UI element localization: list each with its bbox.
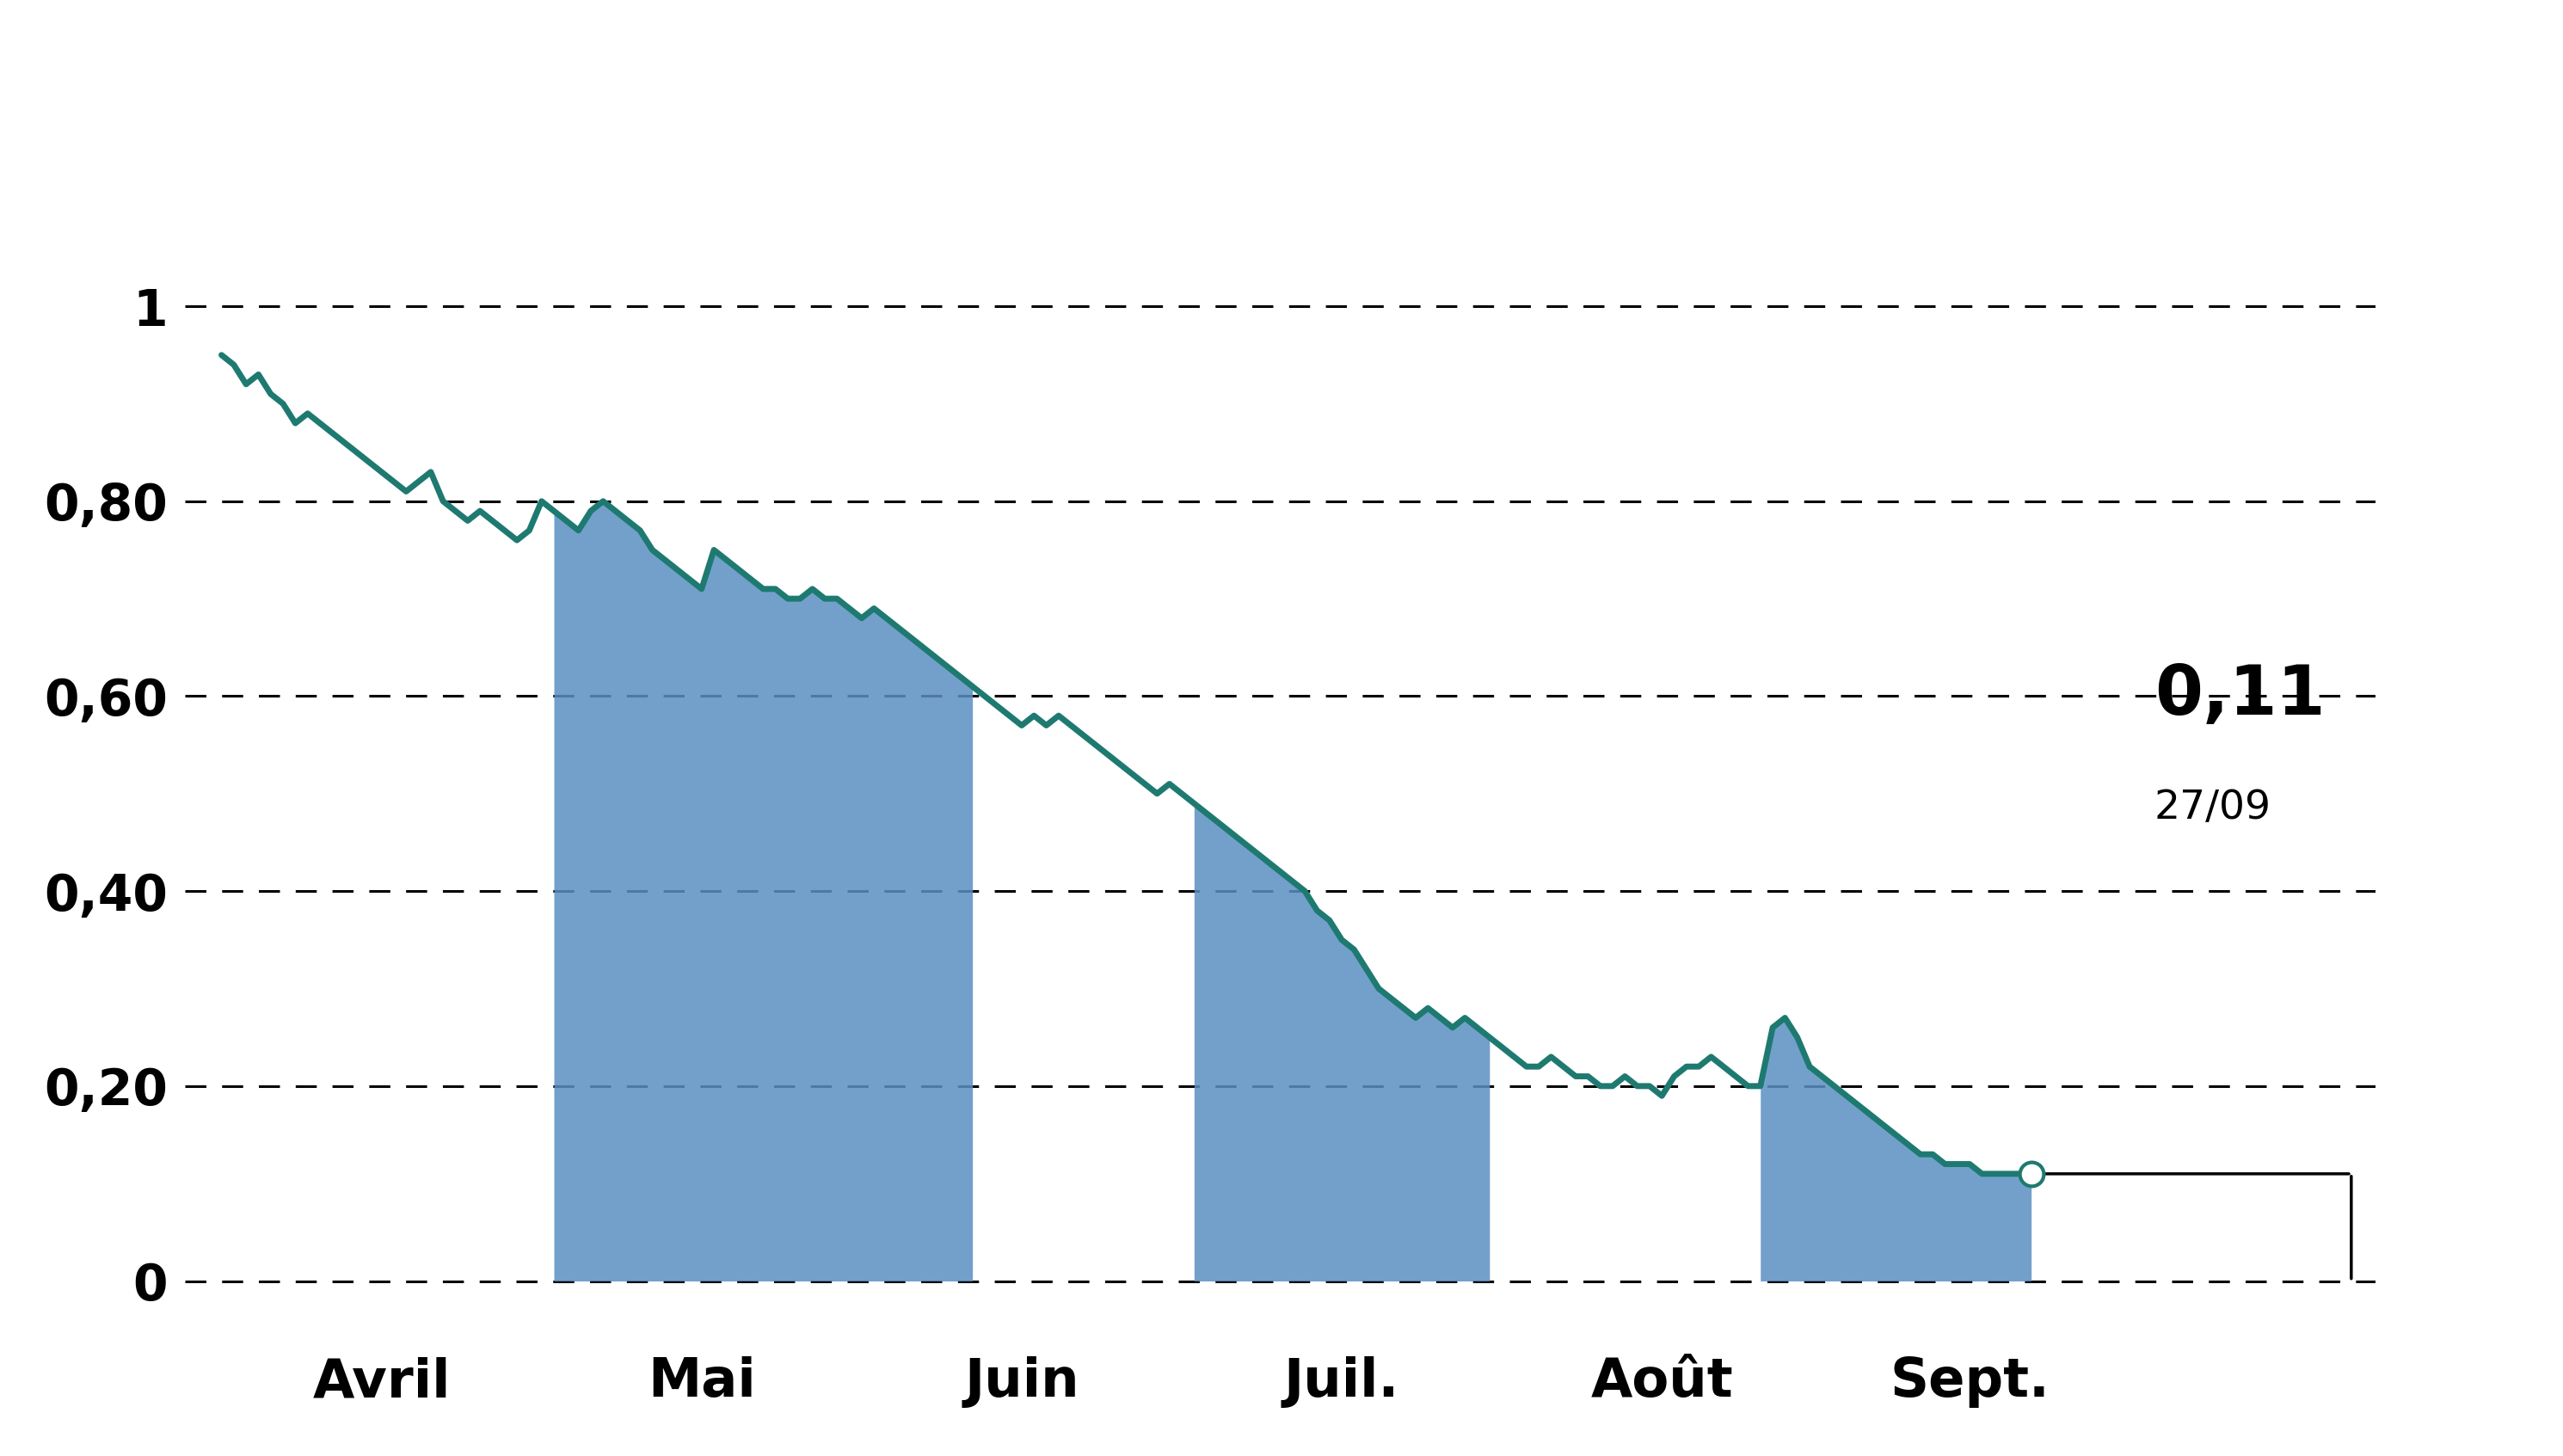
Text: THERAVET: THERAVET: [864, 13, 1699, 154]
Text: 0,11: 0,11: [2155, 662, 2325, 729]
Text: 27/09: 27/09: [2155, 789, 2271, 827]
